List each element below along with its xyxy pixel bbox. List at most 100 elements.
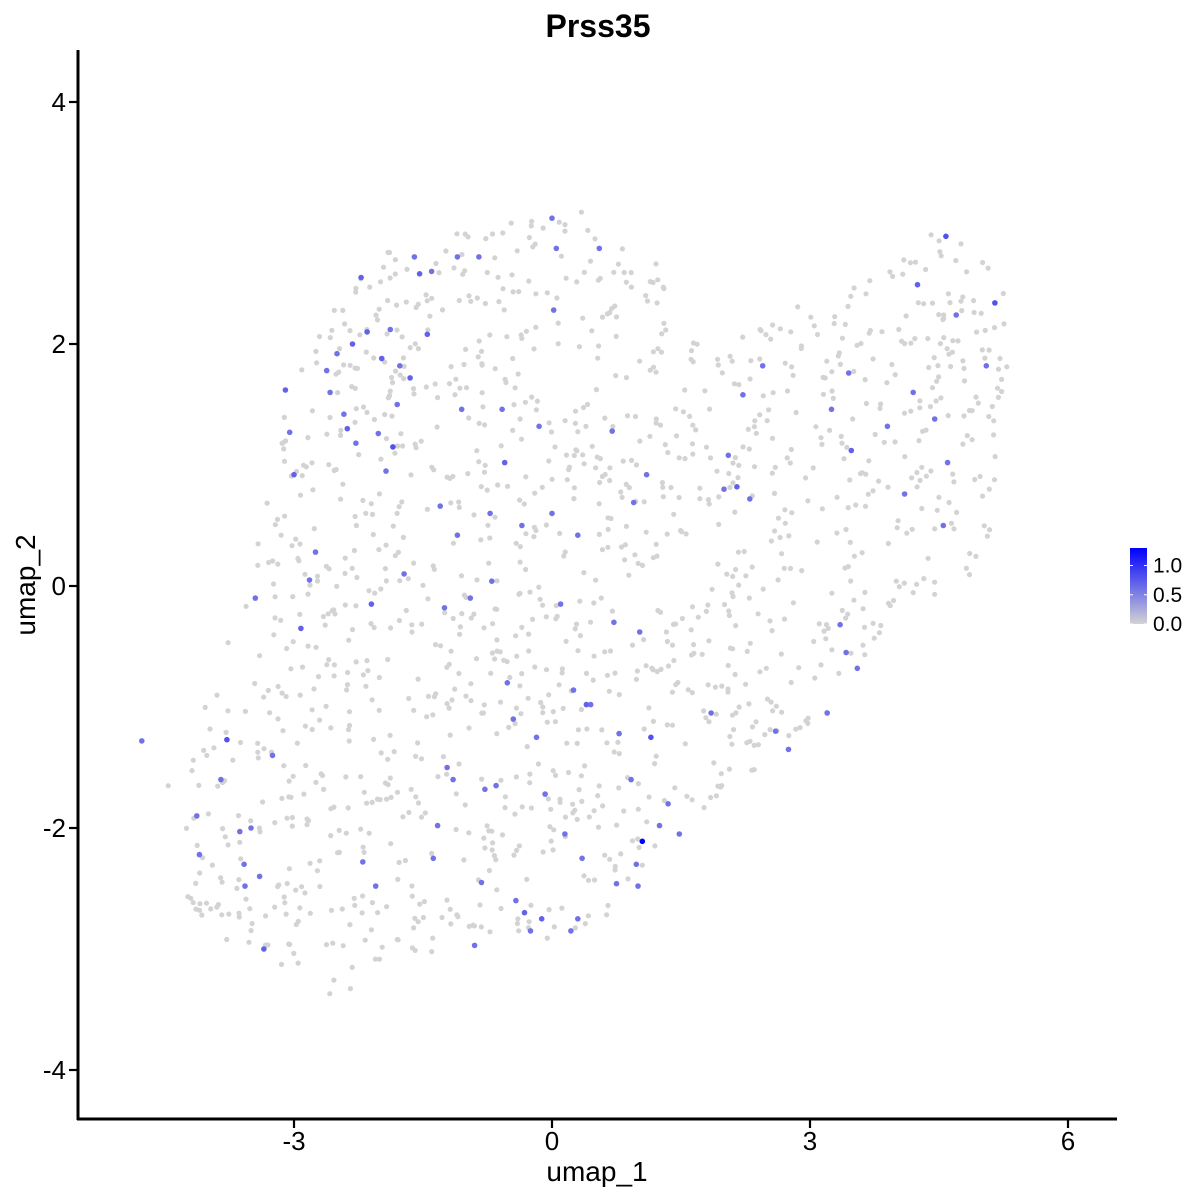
cell-point (531, 534, 537, 540)
cell-point (566, 464, 573, 470)
cell-point (782, 507, 788, 513)
cell-point (463, 385, 470, 391)
cell-point (646, 794, 652, 800)
cell-point (238, 856, 244, 862)
color-legend: 1.0 0.5 0.0 (1130, 548, 1182, 636)
expressing-cell-point (854, 665, 861, 672)
cell-point (418, 814, 425, 820)
cell-point (769, 628, 775, 634)
cell-point (766, 407, 772, 413)
cell-point (927, 404, 934, 410)
cell-point (290, 773, 296, 779)
cell-point (540, 849, 546, 855)
expressing-cell-point (360, 859, 366, 865)
cell-point (353, 603, 359, 609)
cell-point (964, 433, 970, 439)
cell-point (290, 594, 296, 600)
cell-point (203, 900, 210, 906)
cell-point (587, 619, 594, 625)
expressing-cell-point (521, 909, 528, 916)
cell-point (654, 300, 660, 306)
cell-point (357, 332, 363, 338)
expressing-cell-point (358, 274, 364, 281)
cell-point (597, 456, 604, 462)
cell-point (573, 621, 580, 627)
cell-point (398, 431, 404, 437)
expressing-cell-point (931, 416, 938, 422)
cell-point (877, 405, 883, 411)
cell-point (613, 314, 620, 320)
cell-point (612, 863, 618, 869)
cell-point (284, 815, 290, 821)
cell-point (719, 683, 725, 689)
cell-point (517, 544, 523, 550)
cell-point (643, 663, 649, 669)
cell-point (660, 284, 666, 290)
cell-point (546, 458, 552, 464)
cell-point (352, 513, 358, 520)
cell-point (890, 273, 896, 279)
cell-point (394, 510, 400, 516)
cell-point (425, 327, 431, 333)
cell-point (431, 467, 437, 473)
cell-point (579, 798, 585, 805)
cell-point (995, 366, 1002, 372)
cell-point (716, 494, 722, 500)
cell-point (461, 857, 467, 863)
cell-point (313, 348, 319, 354)
cell-point (705, 602, 711, 608)
expressing-cell-point (628, 776, 634, 783)
cell-point (500, 230, 506, 236)
cell-point (736, 704, 742, 710)
cell-point (503, 379, 509, 386)
cell-point (863, 291, 869, 297)
cell-point (257, 653, 263, 659)
cell-point (537, 596, 543, 602)
cell-point (908, 408, 914, 414)
cell-point (605, 526, 611, 533)
cell-point (375, 910, 381, 916)
cell-point (636, 844, 642, 851)
cell-point (358, 826, 364, 832)
expressing-cell-point (428, 268, 435, 275)
cell-point (975, 400, 981, 406)
cell-point (264, 500, 270, 506)
cell-point (808, 314, 814, 320)
cell-point (346, 722, 353, 729)
cell-point (346, 709, 353, 715)
cell-point (439, 914, 445, 921)
cell-point (378, 750, 384, 756)
cell-point (991, 418, 997, 424)
cell-point (958, 241, 964, 247)
cell-point (589, 328, 595, 334)
cell-point (563, 275, 569, 281)
cell-point (274, 516, 281, 523)
cell-point (471, 923, 477, 929)
cell-point (265, 687, 271, 694)
cell-point (543, 667, 550, 673)
cell-point (351, 547, 357, 554)
cell-point (376, 956, 383, 962)
cell-point (753, 430, 759, 436)
cell-point (746, 595, 752, 601)
cell-point (492, 255, 498, 261)
cell-point (701, 805, 707, 811)
cell-point (379, 944, 385, 950)
expressing-cell-point (286, 429, 293, 436)
cell-point (429, 850, 435, 857)
cell-point (388, 841, 394, 847)
cell-point (453, 826, 459, 833)
cell-point (424, 506, 430, 512)
expressing-cell-point (248, 825, 254, 831)
cell-point (821, 628, 827, 634)
cell-point (347, 328, 353, 334)
cell-point (863, 400, 870, 407)
cell-point (923, 473, 930, 479)
cell-point (629, 838, 636, 844)
cell-point (377, 797, 383, 803)
cell-point (331, 673, 337, 679)
cell-point (223, 729, 229, 736)
cell-point (482, 300, 488, 307)
expressing-cells (139, 215, 998, 952)
cell-point (353, 289, 359, 295)
